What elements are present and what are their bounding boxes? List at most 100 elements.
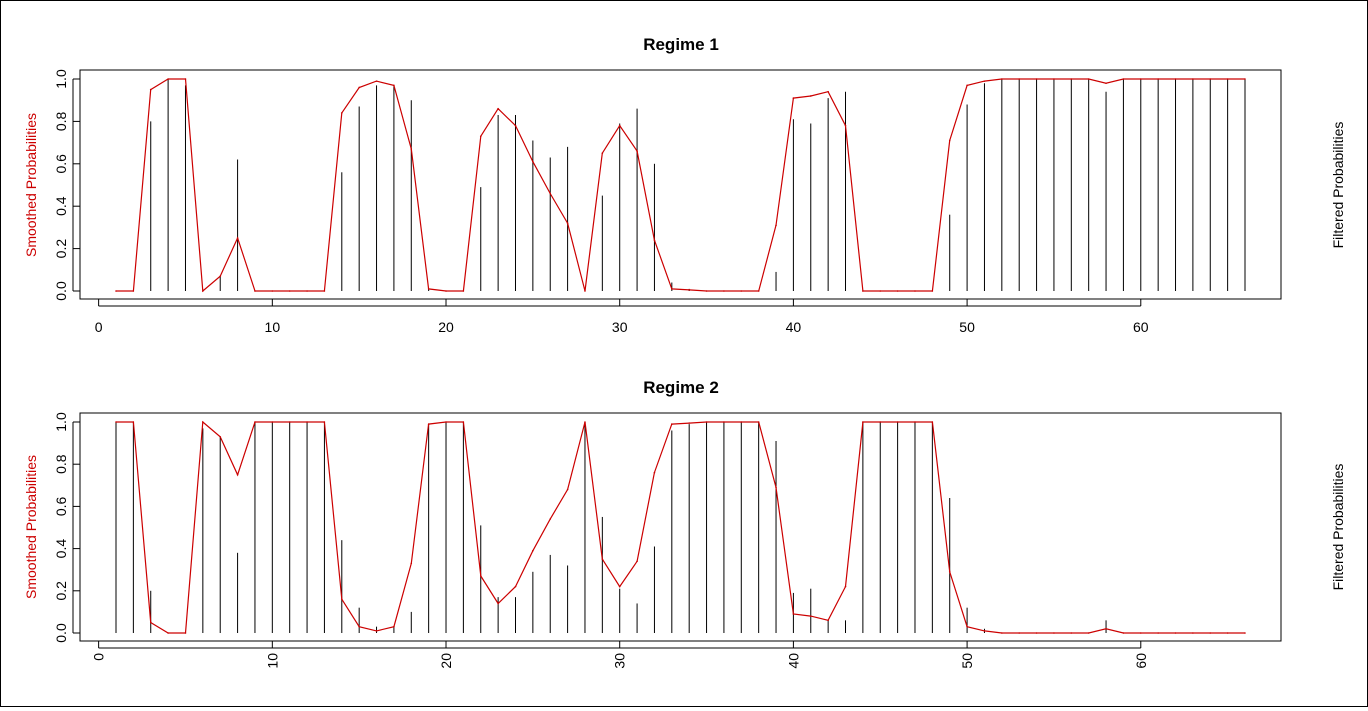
regime-1-smoothed-point — [1001, 78, 1003, 80]
regime-2-smoothed-point — [375, 630, 378, 632]
regime-1-smoothed-point — [288, 290, 291, 292]
regime-2-smoothed-point — [1157, 632, 1159, 634]
regime-2-smoothed-point — [740, 421, 743, 423]
regime-2-x-tick-label: 20 — [438, 653, 454, 669]
regime-1-x-tick-label: 20 — [438, 319, 454, 335]
regime-1-smoothed-point — [896, 290, 899, 292]
regime-1-smoothed-point — [1139, 78, 1142, 80]
regime-1-smoothed-point — [653, 239, 656, 241]
regime-1-smoothed-point — [462, 290, 465, 292]
regime-2-smoothed-point — [862, 421, 864, 423]
regime-1-smoothed-point — [184, 78, 187, 80]
regime-2-x-tick-label: 30 — [612, 653, 628, 669]
regime-2-smoothed-point — [1192, 632, 1194, 634]
regime-2-x-tick-label: 50 — [959, 653, 975, 669]
regime-2-smoothed-point — [115, 421, 117, 423]
regime-1-panel: Regime 1 Smoothed Probabilities Filtered… — [23, 35, 1346, 335]
regime-2-smoothed-point — [1053, 632, 1055, 634]
regime-1-smoothed-point — [1192, 78, 1194, 80]
regime-1-smoothed-point — [497, 107, 499, 110]
regime-1-x-tick-label: 10 — [265, 319, 281, 335]
regime-1-y-tick-label: 1.0 — [53, 69, 69, 89]
regime-2-smoothed-point — [705, 421, 708, 423]
regime-2-smoothed-point — [288, 421, 291, 423]
regime-1-smoothed-point — [914, 290, 916, 292]
regime-1-smoothed-point — [1244, 78, 1246, 80]
regime-2-smoothed-point — [410, 562, 413, 565]
regime-1-smoothed-point — [566, 222, 569, 224]
regime-1-smoothed-point — [983, 80, 986, 82]
regime-1-smoothed-point — [1209, 78, 1212, 80]
regime-1-plot-box — [79, 69, 1282, 300]
regime-1-smoothed-point — [323, 290, 326, 292]
regime-1-smoothed-point — [879, 290, 882, 292]
regime-1-smoothed-point — [115, 290, 117, 292]
regime-1-x-tick-label: 40 — [786, 319, 802, 335]
regime-2-smoothed-point — [341, 598, 343, 601]
regime-2-smoothed-point — [618, 585, 621, 588]
regime-2-smoothed-point — [931, 421, 934, 423]
regime-2-x-tick-label: 40 — [785, 653, 801, 669]
regime-2-smoothed-point — [1035, 632, 1038, 634]
regime-1-smoothed-point — [584, 290, 586, 292]
regime-1-y-tick-label: 0.4 — [53, 196, 69, 216]
regime-1-filtered-axis-label: Filtered Probabilities — [1330, 122, 1346, 249]
regime-1-smoothed-point — [479, 135, 482, 138]
regime-2-smoothed-point — [132, 421, 135, 423]
regime-2-smoothed-point — [792, 613, 795, 615]
regime-2-smoothed-point — [636, 560, 638, 563]
regime-2-smoothed-point — [809, 615, 812, 617]
regime-1-smoothed-point — [723, 290, 725, 292]
regime-1-smoothed-point — [792, 97, 795, 99]
regime-2-smoothed-point — [479, 575, 482, 577]
regime-2-y-tick-label: 0.4 — [53, 539, 69, 559]
regime-1-smoothed-point — [410, 148, 413, 150]
regime-1-smoothed-point — [671, 288, 673, 290]
regime-2-smoothed-point — [723, 421, 725, 423]
regime-1-smoothed-point — [636, 150, 638, 152]
regime-1-smoothed-point — [167, 78, 169, 80]
regime-1-smoothed-point — [827, 90, 829, 93]
regime-1-smoothed-point — [358, 86, 360, 89]
regime-1-smoothed-point — [844, 124, 847, 127]
regime-2-y-tick-label: 0.0 — [53, 623, 69, 643]
regime-2-smoothed-point — [323, 421, 326, 423]
regime-1-smoothed-point — [427, 288, 430, 290]
regime-1-smoothed-point — [445, 290, 447, 292]
regime-1-x-tick-label: 30 — [612, 319, 628, 335]
regime-2-x-tick-label: 60 — [1133, 653, 1149, 669]
regime-2-smoothed-point — [914, 421, 916, 423]
regime-1-title: Regime 1 — [643, 35, 719, 54]
regime-2-smoothed-point — [532, 549, 534, 552]
regime-1-smoothed-point — [202, 290, 204, 292]
regime-2-smoothed-point — [566, 488, 569, 491]
regime-1-smoothed-point — [618, 124, 621, 127]
regime-1-y-tick-label: 0.6 — [53, 154, 69, 174]
regime-2-y-tick-label: 0.6 — [53, 496, 69, 516]
regime-2-smoothed-point — [1226, 632, 1229, 634]
regime-1-smoothed-point — [931, 290, 934, 292]
regime-1-smoothed-point — [132, 290, 135, 292]
regime-2-smoothed-point — [167, 632, 169, 634]
regime-2-smoothed-point — [1018, 632, 1020, 634]
regime-1-smoothed-point — [740, 290, 743, 292]
regime-1-smoothed-point — [757, 290, 760, 292]
regime-1-smoothed-point — [601, 152, 604, 154]
regime-2-title: Regime 2 — [643, 378, 719, 397]
regime-2-smoothed-point — [358, 625, 360, 628]
regime-2-smoothed-point — [236, 473, 239, 476]
regime-2-smoothed-point — [671, 423, 673, 425]
regime-2-y-tick-label: 0.2 — [53, 581, 69, 601]
regime-2-smoothed-point — [757, 421, 760, 423]
regime-2-x-tick-label: 0 — [91, 653, 107, 661]
regime-2-smoothed-point — [393, 625, 395, 628]
regime-1-y-tick-label: 0.2 — [53, 239, 69, 259]
regime-2-smoothed-point — [149, 621, 152, 624]
regime-2-smoothed-point — [462, 421, 465, 423]
regime-1-smoothed-point — [1105, 82, 1107, 85]
regime-2-smoothed-point — [549, 518, 552, 520]
regime-1-smoothed-point — [1157, 78, 1159, 80]
regime-1-smoothed-point — [549, 192, 552, 195]
regime-1-smoothed-point — [775, 224, 777, 227]
